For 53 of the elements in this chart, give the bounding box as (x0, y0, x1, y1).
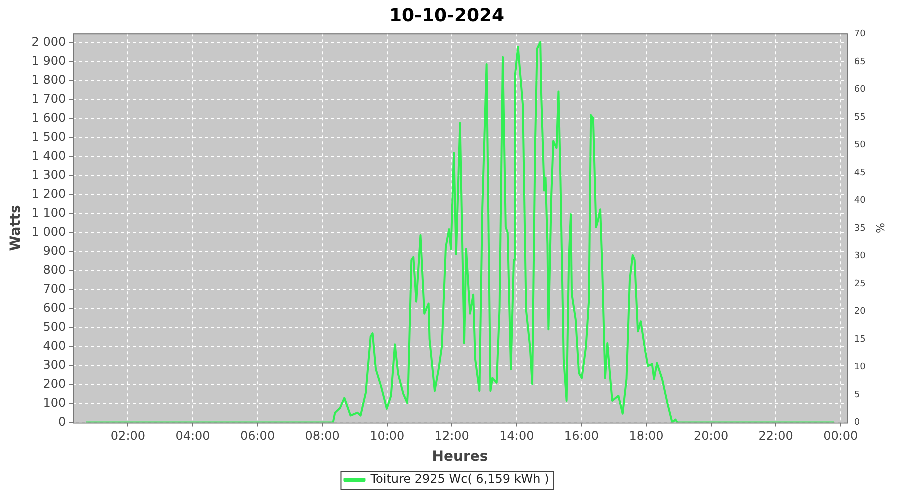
y-tick-label: 300 (43, 358, 66, 372)
y2-tick-label: 70 (854, 30, 866, 40)
x-tick-label: 22:00 (758, 429, 794, 444)
y2-axis-title: % (874, 222, 887, 234)
y-tick-label: 1 500 (32, 130, 66, 144)
y2-tick-label: 25 (854, 279, 866, 290)
y-tick-label: 800 (43, 263, 66, 278)
y-axis-title: Watts (8, 205, 24, 252)
y-tick-label: 1 700 (32, 92, 66, 106)
y2-tick-label: 50 (854, 140, 866, 151)
y-tick-label: 1 900 (32, 54, 66, 68)
y-tick-label: 1 400 (32, 149, 66, 164)
x-tick-label: 00:00 (824, 429, 858, 444)
y-tick-label: 900 (43, 244, 66, 258)
x-tick-label: 06:00 (240, 429, 276, 444)
y-tick-label: 500 (43, 320, 66, 334)
y-tick-label: 400 (43, 338, 66, 353)
y2-tick-label: 55 (854, 112, 866, 123)
x-tick-label: 10:00 (370, 429, 405, 444)
y2-tick-label: 65 (854, 57, 866, 68)
y-tick-label: 2 000 (32, 35, 66, 50)
y-tick-label: 1 200 (32, 187, 66, 202)
y2-tick-label: 0 (854, 418, 860, 428)
y-tick-label: 1 300 (32, 168, 66, 182)
y-tick-label: 1 100 (32, 206, 66, 220)
y-tick-label: 700 (43, 282, 66, 296)
chart-title: 10-10-2024 (389, 5, 505, 26)
x-tick-label: 08:00 (305, 429, 340, 444)
y-tick-label: 1 800 (32, 73, 66, 88)
x-tick-label: 20:00 (694, 429, 729, 444)
y2-tick-label: 30 (854, 252, 866, 262)
x-tick-label: 18:00 (629, 429, 664, 444)
x-tick-label: 16:00 (564, 429, 600, 444)
x-tick-label: 12:00 (434, 429, 470, 444)
legend-label: Toiture 2925 Wc( 6,159 kWh ) (370, 472, 550, 486)
y-tick-label: 1 600 (32, 111, 66, 126)
y2-tick-label: 45 (854, 168, 866, 178)
y2-tick-label: 15 (854, 334, 866, 345)
y2-tick-label: 60 (854, 85, 866, 96)
y-tick-label: 1 000 (32, 225, 66, 240)
x-tick-label: 02:00 (110, 429, 146, 444)
y-tick-label: 200 (43, 376, 66, 391)
y2-tick-label: 5 (854, 390, 860, 400)
y2-tick-label: 20 (854, 307, 866, 318)
x-tick-label: 04:00 (176, 429, 210, 444)
y2-tick-label: 10 (854, 362, 866, 373)
y-tick-label: 100 (43, 396, 66, 410)
x-axis-title: Heures (432, 449, 488, 466)
y-tick-label: 0 (58, 414, 66, 429)
y2-tick-label: 35 (854, 224, 866, 234)
y-tick-label: 600 (43, 301, 66, 316)
x-tick-label: 14:00 (500, 429, 534, 444)
y2-tick-label: 40 (854, 196, 866, 206)
